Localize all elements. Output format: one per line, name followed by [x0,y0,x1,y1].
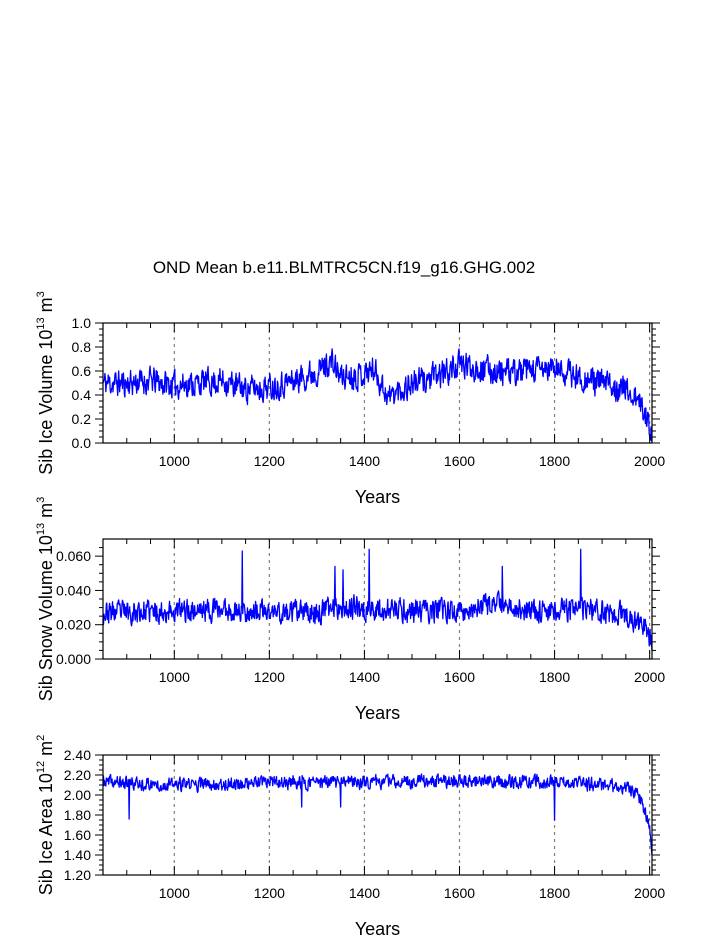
x-axis-label: Years [355,919,400,935]
y-axis-label: Sib Ice Area 1012 m2 [35,735,56,895]
x-tick-label-1800: 1800 [539,453,570,469]
y-tick-label: 2.40 [64,747,91,763]
x-axis-label: Years [355,703,400,723]
y-axis-label-unit-exponent: 3 [35,291,47,297]
sib-ice-area-panel: 1000 1200 1400 1600 1800 2000 1.20 1.40 1.60 1.80… [35,735,665,935]
y-axis-label-unit-exponent: 3 [35,497,47,503]
y-tick-label: 0.000 [56,651,91,667]
y-tick-label: 0.060 [56,548,91,564]
x-tick-label-1000: 1000 [159,885,190,901]
x-tick-label-1600: 1600 [444,453,475,469]
x-tick-label-2000: 2000 [634,885,665,901]
y-tick-label: 1.0 [72,315,92,331]
x-tick-label-1600: 1600 [444,885,475,901]
x-tick-label-1200: 1200 [254,669,285,685]
y-tick-label: 0.020 [56,617,91,633]
x-tick-label-1800: 1800 [539,669,570,685]
x-tick-label-1800: 1800 [539,885,570,901]
y-tick-label: 0.2 [72,411,92,427]
y-tick-label: 2.20 [64,767,91,783]
y-axis-label-exponent: 13 [35,317,47,329]
x-tick-label-2000: 2000 [634,669,665,685]
y-tick-label: 0.6 [72,363,92,379]
sib-ice-area-frame [102,754,653,876]
x-tick-label-1600: 1600 [444,669,475,685]
y-tick-label: 0.0 [72,435,92,451]
y-tick-label: 2.00 [64,787,91,803]
sib-snow-volume-panel: 1000 1200 1400 1600 1800 2000 0.000 0.020 0.040 0… [35,497,665,723]
y-axis-label-text: Sib Snow Volume 10 [36,535,56,701]
y-tick-label: 1.40 [64,847,91,863]
y-axis-label-unit: m [36,297,56,317]
x-axis-label: Years [355,487,400,507]
y-tick-label: 0.040 [56,582,91,598]
y-axis-label-unit-exponent: 2 [35,735,47,741]
y-axis-label-exponent: 12 [35,761,47,773]
y-tick-label: 1.60 [64,827,91,843]
x-tick-label-1000: 1000 [159,669,190,685]
x-tick-label-1200: 1200 [254,885,285,901]
x-tick-label-1400: 1400 [349,669,380,685]
y-axis-label: Sib Ice Volume 1013 m3 [35,291,56,474]
sib-ice-volume-line [102,348,653,442]
y-tick-label: 0.4 [72,387,92,403]
sib-snow-volume-frame [102,538,653,660]
x-tick-label-1000: 1000 [159,453,190,469]
y-axis-label: Sib Snow Volume 1013 m3 [35,497,56,701]
sib-ice-area-line [102,773,653,856]
y-tick-label: 1.80 [64,807,91,823]
x-tick-label-1400: 1400 [349,885,380,901]
y-tick-label: 1.20 [64,867,91,883]
y-tick-label: 0.8 [72,339,92,355]
x-tick-label-1200: 1200 [254,453,285,469]
y-axis-label-text: Sib Ice Volume 10 [36,330,56,475]
x-tick-label-2000: 2000 [634,453,665,469]
sib-snow-volume-line [102,548,653,652]
x-tick-label-1400: 1400 [349,453,380,469]
y-axis-label-exponent: 13 [35,523,47,535]
sib-ice-volume-panel: 1000 1200 1400 1600 1800 2000 0.0 0.2 0.4 0.6 0.8 1… [35,291,665,507]
y-axis-label-unit: m [36,503,56,523]
y-axis-label-text: Sib Ice Area 10 [36,773,56,895]
figure-title: OND Mean b.e11.BLMTRC5CN.f19_g16.GHG.002 [153,258,535,277]
y-axis-label-unit: m [36,741,56,761]
